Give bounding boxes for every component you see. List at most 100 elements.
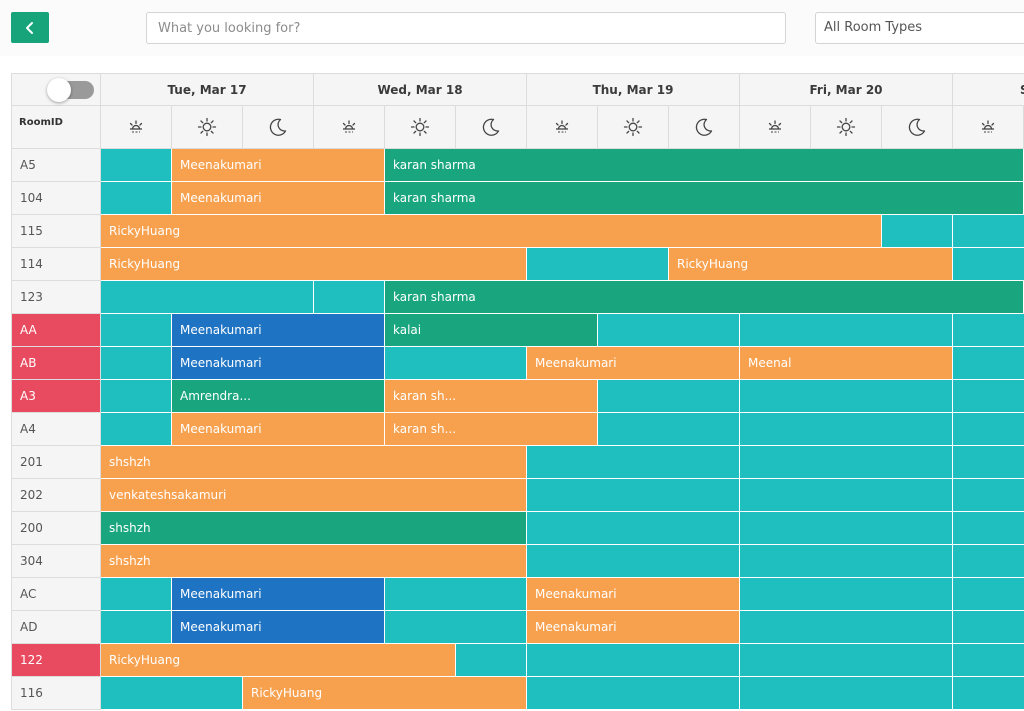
available-slot[interactable] <box>527 248 669 281</box>
room-id-label[interactable]: AB <box>11 347 101 380</box>
available-slot[interactable] <box>953 413 1024 446</box>
booking-bar[interactable]: karan sh... <box>385 380 598 413</box>
available-slot[interactable] <box>598 380 740 413</box>
room-id-label[interactable]: A4 <box>11 413 101 446</box>
available-slot[interactable] <box>740 479 953 512</box>
available-slot[interactable] <box>953 677 1024 710</box>
booking-bar[interactable]: kalai <box>385 314 598 347</box>
available-slot[interactable] <box>740 578 953 611</box>
available-slot[interactable] <box>953 314 1024 347</box>
room-id-label[interactable]: AC <box>11 578 101 611</box>
available-slot[interactable] <box>527 512 740 545</box>
booking-bar[interactable]: Meenakumari <box>172 314 385 347</box>
booking-bar[interactable]: shshzh <box>101 545 527 578</box>
available-slot[interactable] <box>953 446 1024 479</box>
booking-bar[interactable]: Meenal <box>740 347 953 380</box>
booking-bar[interactable]: shshzh <box>101 446 527 479</box>
booking-bar[interactable]: Meenakumari <box>172 182 385 215</box>
available-slot[interactable] <box>385 578 527 611</box>
available-slot[interactable] <box>101 380 172 413</box>
available-slot[interactable] <box>385 611 527 644</box>
available-slot[interactable] <box>953 512 1024 545</box>
available-slot[interactable] <box>953 611 1024 644</box>
available-slot[interactable] <box>598 314 740 347</box>
booking-bar[interactable]: Amrendra... <box>172 380 385 413</box>
available-slot[interactable] <box>101 281 314 314</box>
available-slot[interactable] <box>740 446 953 479</box>
available-slot[interactable] <box>101 413 172 446</box>
available-slot[interactable] <box>953 644 1024 677</box>
room-id-label[interactable]: 114 <box>11 248 101 281</box>
search-input[interactable] <box>146 12 786 44</box>
available-slot[interactable] <box>740 512 953 545</box>
room-id-label[interactable]: 202 <box>11 479 101 512</box>
available-slot[interactable] <box>101 182 172 215</box>
booking-bar[interactable]: Meenakumari <box>527 347 740 380</box>
available-slot[interactable] <box>101 347 172 380</box>
booking-bar[interactable]: Meenakumari <box>172 611 385 644</box>
booking-bar[interactable]: Meenakumari <box>172 413 385 446</box>
available-slot[interactable] <box>598 413 740 446</box>
booking-bar[interactable]: RickyHuang <box>669 248 953 281</box>
booking-bar[interactable]: RickyHuang <box>101 248 527 281</box>
available-slot[interactable] <box>953 479 1024 512</box>
booking-bar[interactable]: RickyHuang <box>101 215 882 248</box>
available-slot[interactable] <box>740 380 953 413</box>
available-slot[interactable] <box>527 644 740 677</box>
available-slot[interactable] <box>456 644 527 677</box>
booking-bar[interactable]: RickyHuang <box>243 677 527 710</box>
available-slot[interactable] <box>740 677 953 710</box>
available-slot[interactable] <box>527 677 740 710</box>
available-slot[interactable] <box>953 545 1024 578</box>
available-slot[interactable] <box>740 644 953 677</box>
available-slot[interactable] <box>953 578 1024 611</box>
available-slot[interactable] <box>527 479 740 512</box>
room-id-label[interactable]: 104 <box>11 182 101 215</box>
available-slot[interactable] <box>101 314 172 347</box>
room-id-label[interactable]: 122 <box>11 644 101 677</box>
available-slot[interactable] <box>953 248 1024 281</box>
room-id-label[interactable]: 116 <box>11 677 101 710</box>
available-slot[interactable] <box>314 281 385 314</box>
view-toggle[interactable] <box>47 78 94 102</box>
room-id-label[interactable]: 115 <box>11 215 101 248</box>
booking-bar[interactable]: karan sharma <box>385 182 1024 215</box>
available-slot[interactable] <box>953 380 1024 413</box>
available-slot[interactable] <box>740 413 953 446</box>
room-id-label[interactable]: AD <box>11 611 101 644</box>
booking-bar[interactable]: karan sharma <box>385 281 1024 314</box>
booking-bar[interactable]: karan sharma <box>385 149 1024 182</box>
booking-bar[interactable]: Meenakumari <box>527 611 740 644</box>
booking-bar[interactable]: Meenakumari <box>527 578 740 611</box>
toggle-knob[interactable] <box>47 78 71 102</box>
available-slot[interactable] <box>101 611 172 644</box>
available-slot[interactable] <box>953 347 1024 380</box>
available-slot[interactable] <box>882 215 953 248</box>
available-slot[interactable] <box>101 149 172 182</box>
booking-bar[interactable]: Meenakumari <box>172 578 385 611</box>
room-id-label[interactable]: 304 <box>11 545 101 578</box>
booking-bar[interactable]: Meenakumari <box>172 347 385 380</box>
available-slot[interactable] <box>101 677 243 710</box>
available-slot[interactable] <box>740 314 953 347</box>
booking-bar[interactable]: Meenakumari <box>172 149 385 182</box>
room-type-select[interactable]: All Room Types <box>815 12 1024 44</box>
room-id-label[interactable]: AA <box>11 314 101 347</box>
booking-bar[interactable]: shshzh <box>101 512 527 545</box>
available-slot[interactable] <box>385 347 527 380</box>
available-slot[interactable] <box>740 611 953 644</box>
available-slot[interactable] <box>953 215 1024 248</box>
booking-bar[interactable]: karan sh... <box>385 413 598 446</box>
available-slot[interactable] <box>527 545 740 578</box>
available-slot[interactable] <box>527 446 740 479</box>
available-slot[interactable] <box>101 578 172 611</box>
room-id-label[interactable]: 123 <box>11 281 101 314</box>
booking-bar[interactable]: venkateshsakamuri <box>101 479 527 512</box>
room-id-label[interactable]: A3 <box>11 380 101 413</box>
back-button[interactable] <box>11 12 49 43</box>
room-id-label[interactable]: 200 <box>11 512 101 545</box>
room-id-label[interactable]: A5 <box>11 149 101 182</box>
booking-bar[interactable]: RickyHuang <box>101 644 456 677</box>
available-slot[interactable] <box>740 545 953 578</box>
room-id-label[interactable]: 201 <box>11 446 101 479</box>
